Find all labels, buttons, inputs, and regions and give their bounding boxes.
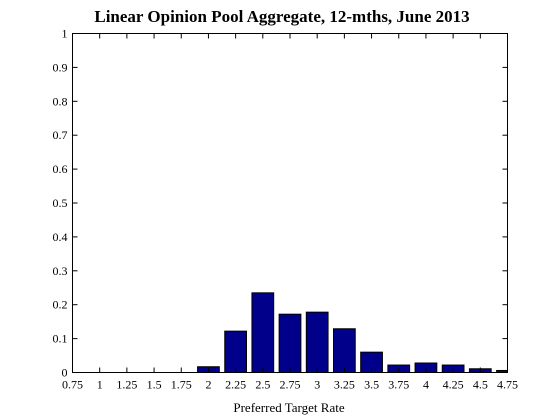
x-tick-label: 4 [423,378,429,392]
x-tick-label: 3.75 [388,378,409,392]
bars-group [197,292,508,374]
bar-2.5 [251,292,275,373]
x-tick-label: 2.5 [255,378,270,392]
bar-2.25 [224,330,247,373]
x-tick-label: 2 [205,378,211,392]
x-axis-label: Preferred Target Rate [233,400,344,415]
bar-3 [305,311,329,373]
x-tick-label: 1.5 [147,378,162,392]
x-tick-label: 4.75 [497,378,518,392]
x-tick-label: 2.25 [225,378,246,392]
y-tick-label: 0.5 [53,196,68,210]
y-tick-label: 0.6 [53,162,68,176]
bar-3.25 [333,328,356,374]
x-tick-label: 4.25 [443,378,464,392]
y-tick-label: 0.4 [53,230,68,244]
chart-title: Linear Opinion Pool Aggregate, 12-mths, … [94,7,469,26]
x-tick-label: 1.75 [171,378,192,392]
x-tick-label: 1.25 [116,378,137,392]
x-tick-label: 3.5 [364,378,379,392]
bar-2.75 [278,313,302,373]
y-tick-label: 0.3 [53,264,68,278]
y-tick-label: 0.9 [53,60,68,74]
x-tick-label: 2.75 [280,378,301,392]
y-tick-label: 0.2 [53,298,68,312]
x-tick-label: 3 [314,378,320,392]
y-tick-label: 0.7 [53,128,68,142]
y-tick-label: 0 [62,366,68,380]
x-tick-label: 3.25 [334,378,355,392]
x-tick-label: 4.5 [473,378,488,392]
y-tick-label: 1 [62,27,68,41]
y-tick-labels: 0 0.1 0.2 0.3 0.4 0.5 0.6 0.7 0.8 0.9 1 [53,27,68,380]
x-tick-label: 1 [97,378,103,392]
y-tick-label: 0.8 [53,94,68,108]
x-tick-labels: 0.75 1 1.25 1.5 1.75 2 2.25 2.5 2.75 3 3.25 3.5 3.75… [62,378,518,392]
x-tick-label: 0.75 [62,378,83,392]
ticks-group [72,33,508,373]
y-tick-label: 0.1 [53,332,68,346]
